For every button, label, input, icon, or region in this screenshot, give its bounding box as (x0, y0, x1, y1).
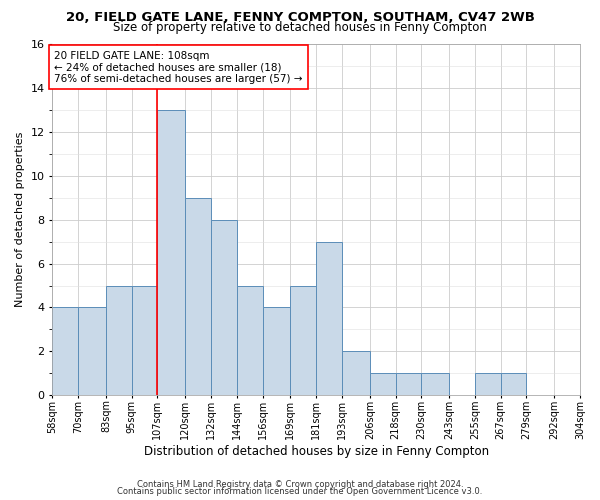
Bar (106, 286, 131, 396)
Text: 20 FIELD GATE LANE: 108sqm
← 24% of detached houses are smaller (18)
76% of semi: 20 FIELD GATE LANE: 108sqm ← 24% of deta… (55, 50, 303, 84)
Bar (475, 374, 500, 396)
Bar (52, 308, 78, 396)
Text: Size of property relative to detached houses in Fenny Compton: Size of property relative to detached ho… (113, 22, 487, 35)
Bar (421, 374, 449, 396)
Text: Contains HM Land Registry data © Crown copyright and database right 2024.: Contains HM Land Registry data © Crown c… (137, 480, 463, 489)
Text: Contains public sector information licensed under the Open Government Licence v3: Contains public sector information licen… (118, 487, 482, 496)
Y-axis label: Number of detached properties: Number of detached properties (15, 132, 25, 308)
Bar (237, 286, 263, 396)
Bar (157, 110, 185, 396)
Bar (342, 352, 370, 396)
Bar (316, 242, 342, 396)
Bar (500, 374, 526, 396)
Bar (78, 308, 106, 396)
Bar (290, 286, 316, 396)
Bar (263, 308, 290, 396)
X-axis label: Distribution of detached houses by size in Fenny Compton: Distribution of detached houses by size … (143, 444, 489, 458)
Bar (370, 374, 395, 396)
Bar (185, 198, 211, 396)
Bar (211, 220, 237, 396)
Bar (395, 374, 421, 396)
Bar (131, 286, 157, 396)
Text: 20, FIELD GATE LANE, FENNY COMPTON, SOUTHAM, CV47 2WB: 20, FIELD GATE LANE, FENNY COMPTON, SOUT… (65, 11, 535, 24)
